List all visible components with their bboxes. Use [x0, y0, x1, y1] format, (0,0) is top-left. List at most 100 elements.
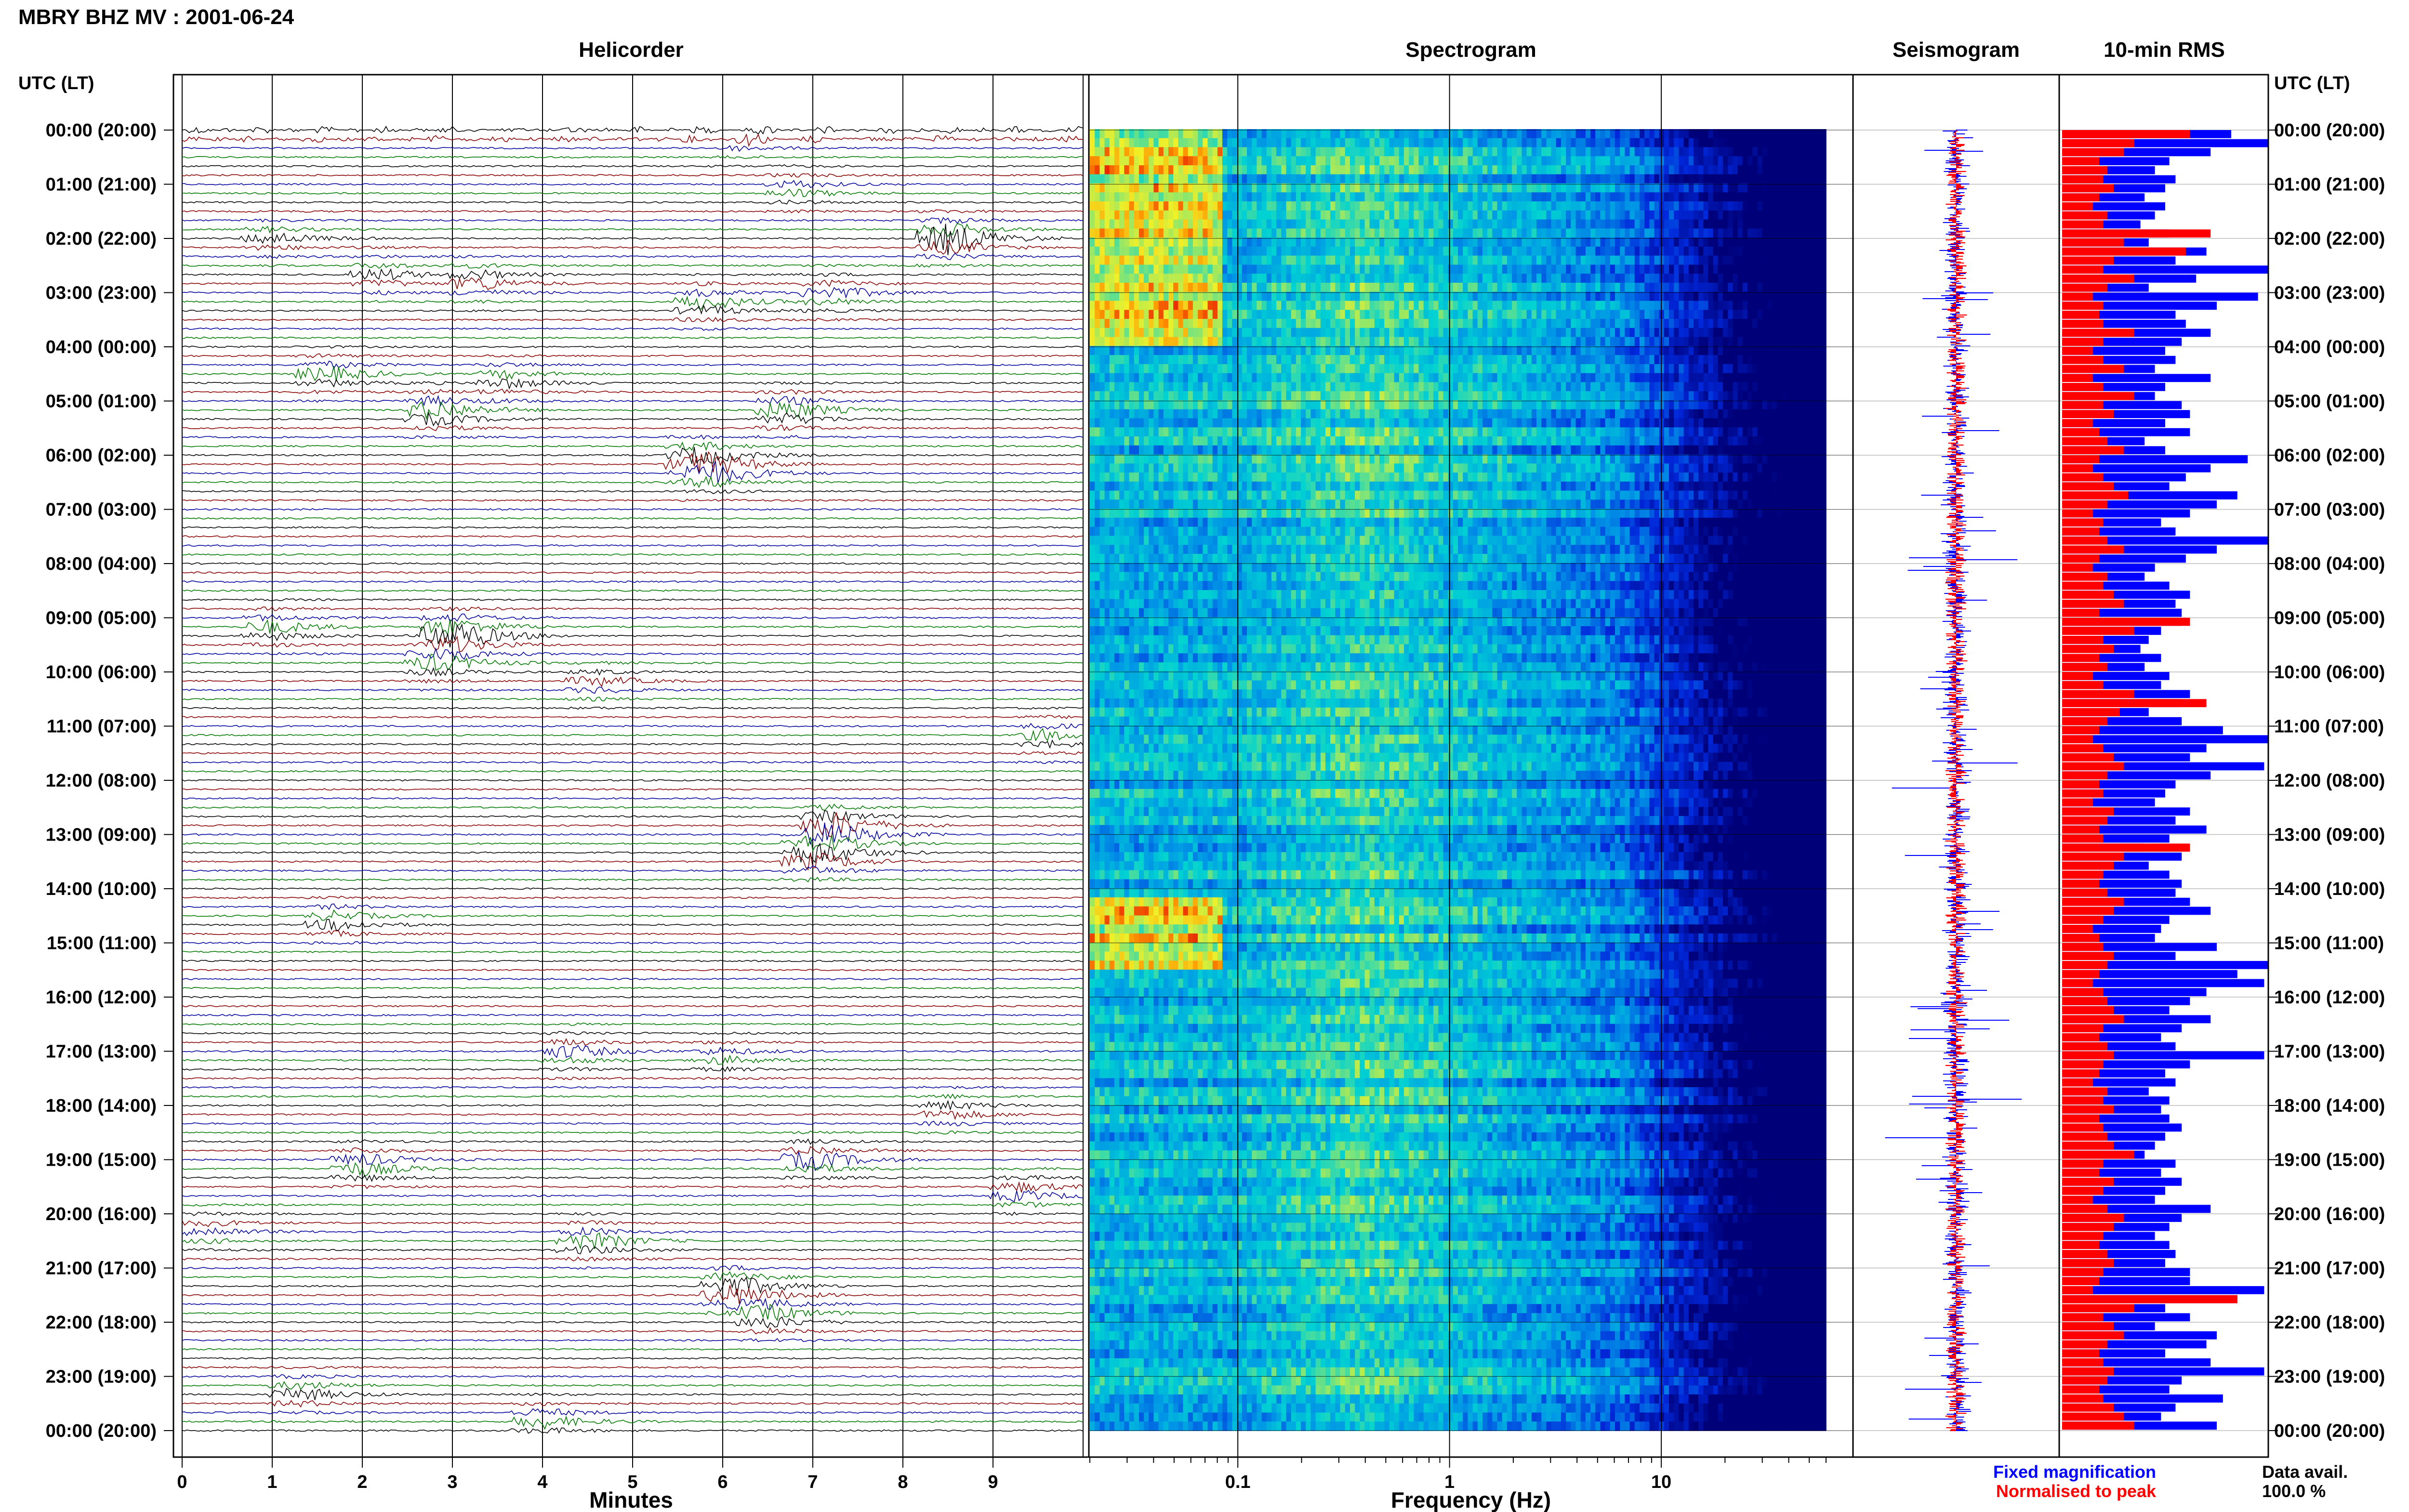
- spectrogram-cell: [1207, 373, 1213, 383]
- spectrogram-cell: [1095, 291, 1100, 302]
- spectrogram-cell: [1203, 400, 1208, 410]
- spectrogram-cell: [1654, 291, 1660, 302]
- spectrogram-cell: [1762, 138, 1768, 148]
- spectrogram-cell: [1192, 283, 1198, 292]
- spectrogram-cell: [1492, 210, 1498, 220]
- spectrogram-cell: [1134, 337, 1139, 347]
- spectrogram-cell: [1772, 291, 1777, 302]
- spectrogram-cell: [1168, 210, 1174, 220]
- spectrogram-cell: [1183, 237, 1189, 247]
- spectrogram-cell: [1610, 174, 1615, 184]
- spectrogram-cell: [1291, 310, 1297, 319]
- spectrogram-cell: [1605, 246, 1611, 256]
- spectrogram-cell: [1237, 246, 1243, 256]
- spectrogram-cell: [1752, 156, 1758, 166]
- spectrogram-cell: [1325, 382, 1331, 392]
- spectrogram-cell: [1369, 283, 1375, 292]
- spectrogram-cell: [1350, 291, 1355, 302]
- spectrogram-cell: [1286, 391, 1292, 401]
- spectrogram-cell: [1595, 165, 1601, 175]
- spectrogram-cell: [1639, 274, 1645, 283]
- spectrogram-cell: [1566, 355, 1572, 365]
- spectrogram-cell: [1428, 409, 1434, 419]
- spectrogram-cell: [1816, 391, 1822, 401]
- spectrogram-cell: [1801, 382, 1807, 392]
- spectrogram-cell: [1747, 355, 1753, 365]
- spectrogram-cell: [1443, 201, 1449, 211]
- spectrogram-cell: [1737, 246, 1743, 256]
- spectrogram-cell: [1639, 228, 1645, 238]
- spectrogram-cell: [1266, 246, 1272, 256]
- helicorder-trace: [182, 295, 1084, 310]
- spectrogram-cell: [1266, 364, 1272, 374]
- spectrogram-cell: [1271, 165, 1277, 175]
- spectrogram-cell: [1698, 210, 1704, 220]
- spectrogram-cell: [1281, 274, 1287, 283]
- spectrogram-cell: [1227, 301, 1233, 311]
- spectrogram-cell: [1310, 291, 1316, 302]
- spectrogram-cell: [1099, 201, 1105, 211]
- spectrogram-cell: [1134, 255, 1139, 265]
- spectrogram-cell: [1811, 310, 1817, 319]
- spectrogram-cell: [1580, 328, 1586, 338]
- helicorder-trace: [182, 535, 1084, 538]
- spectrogram-cell: [1409, 237, 1415, 247]
- spectrogram-cell: [1203, 228, 1208, 238]
- spectrogram-cell: [1266, 301, 1272, 311]
- time-tick-label: 22:00 (18:00): [2274, 1313, 2385, 1333]
- spectrogram-cell: [1178, 138, 1184, 148]
- spectrogram-cell: [1605, 228, 1611, 238]
- spectrogram-cell: [1257, 228, 1262, 238]
- spectrogram-cell: [1463, 310, 1469, 319]
- spectrogram-cell: [1575, 337, 1581, 347]
- spectrogram-cell: [1443, 355, 1449, 365]
- spectrogram-cell: [1468, 409, 1473, 419]
- spectrogram-cell: [1644, 156, 1650, 166]
- spectrogram-cell: [1772, 228, 1777, 238]
- spectrogram-cell: [1389, 319, 1395, 329]
- spectrogram-cell: [1203, 147, 1208, 157]
- spectrogram-cell: [1188, 346, 1193, 355]
- spectrogram-cell: [1144, 337, 1150, 347]
- spectrogram-cell: [1811, 210, 1817, 220]
- spectrogram-cell: [1183, 201, 1189, 211]
- spectrogram-cell: [1315, 382, 1321, 392]
- spectrogram-cell: [1257, 328, 1262, 338]
- spectrogram-cell: [1247, 382, 1252, 392]
- spectrogram-cell: [1360, 147, 1365, 157]
- spectrogram-cell: [1625, 346, 1630, 355]
- spectrogram-cell: [1301, 183, 1306, 193]
- spectrogram-cell: [1600, 310, 1606, 319]
- spectrogram-cell: [1629, 219, 1635, 229]
- spectrogram-cell: [1679, 328, 1684, 338]
- spectrogram-cell: [1629, 138, 1635, 148]
- spectrogram-cell: [1173, 364, 1179, 374]
- spectrogram-cell: [1090, 355, 1095, 365]
- spectrogram-cell: [1600, 346, 1606, 355]
- spectrogram-cell: [1742, 310, 1748, 319]
- spectrogram-cell: [1330, 255, 1336, 265]
- spectrogram-cell: [1463, 355, 1469, 365]
- spectrogram-cell: [1403, 255, 1409, 265]
- helicorder-trace: [182, 451, 1084, 474]
- spectrogram-cell: [1629, 192, 1635, 202]
- spectrogram-cell: [1242, 183, 1247, 193]
- spectrogram-cell: [1374, 346, 1380, 355]
- spectrogram-cell: [1629, 373, 1635, 383]
- spectrogram-cell: [1237, 283, 1243, 292]
- spectrogram-cell: [1806, 337, 1812, 347]
- spectrogram-cell: [1138, 138, 1144, 148]
- spectrogram-cell: [1556, 264, 1562, 275]
- spectrogram-cell: [1355, 274, 1361, 283]
- spectrogram-cell: [1674, 264, 1680, 275]
- spectrogram-cell: [1286, 201, 1292, 211]
- spectrogram-cell: [1095, 328, 1100, 338]
- spectrogram-cell: [1536, 210, 1542, 220]
- spectrogram-cell: [1625, 382, 1630, 392]
- spectrogram-cell: [1192, 138, 1198, 148]
- spectrogram-cell: [1561, 237, 1566, 247]
- spectrogram-cell: [1791, 400, 1797, 410]
- spectrogram-cell: [1252, 192, 1257, 202]
- spectrogram-cell: [1497, 183, 1503, 193]
- spectrogram-cell: [1708, 156, 1714, 166]
